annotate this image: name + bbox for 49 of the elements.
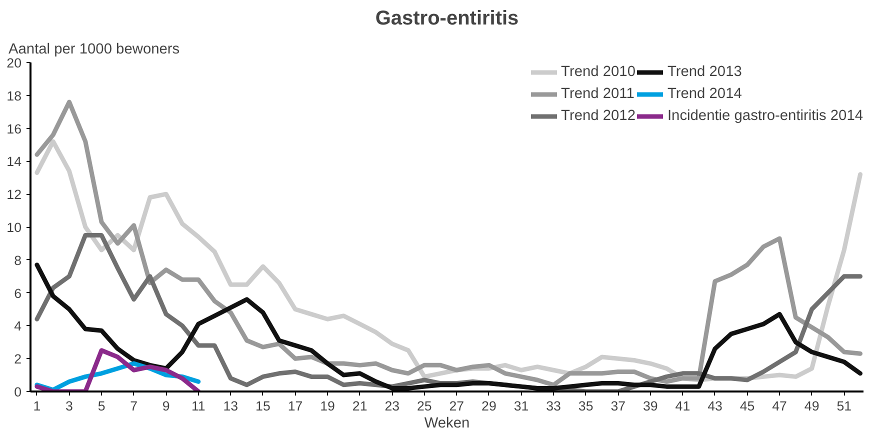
legend-label: Trend 2010 xyxy=(561,64,636,80)
legend-label: Trend 2013 xyxy=(667,64,742,80)
x-tick-label: 49 xyxy=(804,398,820,414)
x-tick-label: 21 xyxy=(352,398,368,414)
x-tick-label: 13 xyxy=(223,398,238,414)
y-tick-label: 8 xyxy=(14,252,22,268)
x-tick-label: 25 xyxy=(416,398,432,414)
legend-label: Trend 2014 xyxy=(667,86,742,102)
y-tick-label: 0 xyxy=(14,384,22,400)
line-series xyxy=(34,348,201,392)
y-tick-label: 16 xyxy=(6,121,22,136)
x-tick-label: 47 xyxy=(772,398,787,414)
x-tick-label: 43 xyxy=(708,398,722,414)
x-tick-label: 41 xyxy=(675,398,690,414)
y-tick-label: 20 xyxy=(6,56,22,70)
x-tick-label: 39 xyxy=(642,398,658,414)
y-tick-label: 4 xyxy=(14,318,22,334)
x-tick-label: 23 xyxy=(384,398,400,414)
x-tick-label: 3 xyxy=(66,398,73,414)
x-axis-title: Weken xyxy=(424,416,470,432)
y-tick-label: 12 xyxy=(6,187,22,202)
x-tick-label: 37 xyxy=(610,398,626,414)
y-tick-label: 14 xyxy=(6,154,22,170)
x-tick-label: 11 xyxy=(191,398,206,414)
line-series xyxy=(34,100,863,388)
chart-title: Gastro-entiritis xyxy=(375,8,519,30)
x-tick-label: 1 xyxy=(33,398,41,414)
y-tick-label: 18 xyxy=(6,88,22,104)
legend-label: Incidentie gastro-entiritis 2014 xyxy=(667,108,863,124)
x-tick-label: 9 xyxy=(162,398,170,414)
x-tick-label: 19 xyxy=(320,398,335,414)
x-tick-label: 17 xyxy=(288,398,303,414)
x-tick-label: 27 xyxy=(449,398,464,414)
legend-label: Trend 2012 xyxy=(561,108,636,124)
y-axis-title: Aantal per 1000 bewoners xyxy=(8,42,180,58)
x-tick-label: 33 xyxy=(546,398,561,414)
x-tick-label: 35 xyxy=(578,398,594,414)
y-tick-label: 10 xyxy=(6,220,22,235)
legend-label: Trend 2011 xyxy=(561,86,634,102)
y-tick-label: 2 xyxy=(14,352,22,367)
x-tick-label: 31 xyxy=(514,398,529,414)
x-tick-label: 51 xyxy=(836,398,852,414)
x-tick-label: 7 xyxy=(130,398,138,414)
x-tick-label: 15 xyxy=(256,398,270,414)
y-tick-label: 6 xyxy=(14,286,22,301)
x-tick-label: 5 xyxy=(98,398,106,414)
x-tick-label: 29 xyxy=(482,398,496,414)
line-series xyxy=(34,262,863,390)
x-tick-label: 45 xyxy=(740,398,755,414)
